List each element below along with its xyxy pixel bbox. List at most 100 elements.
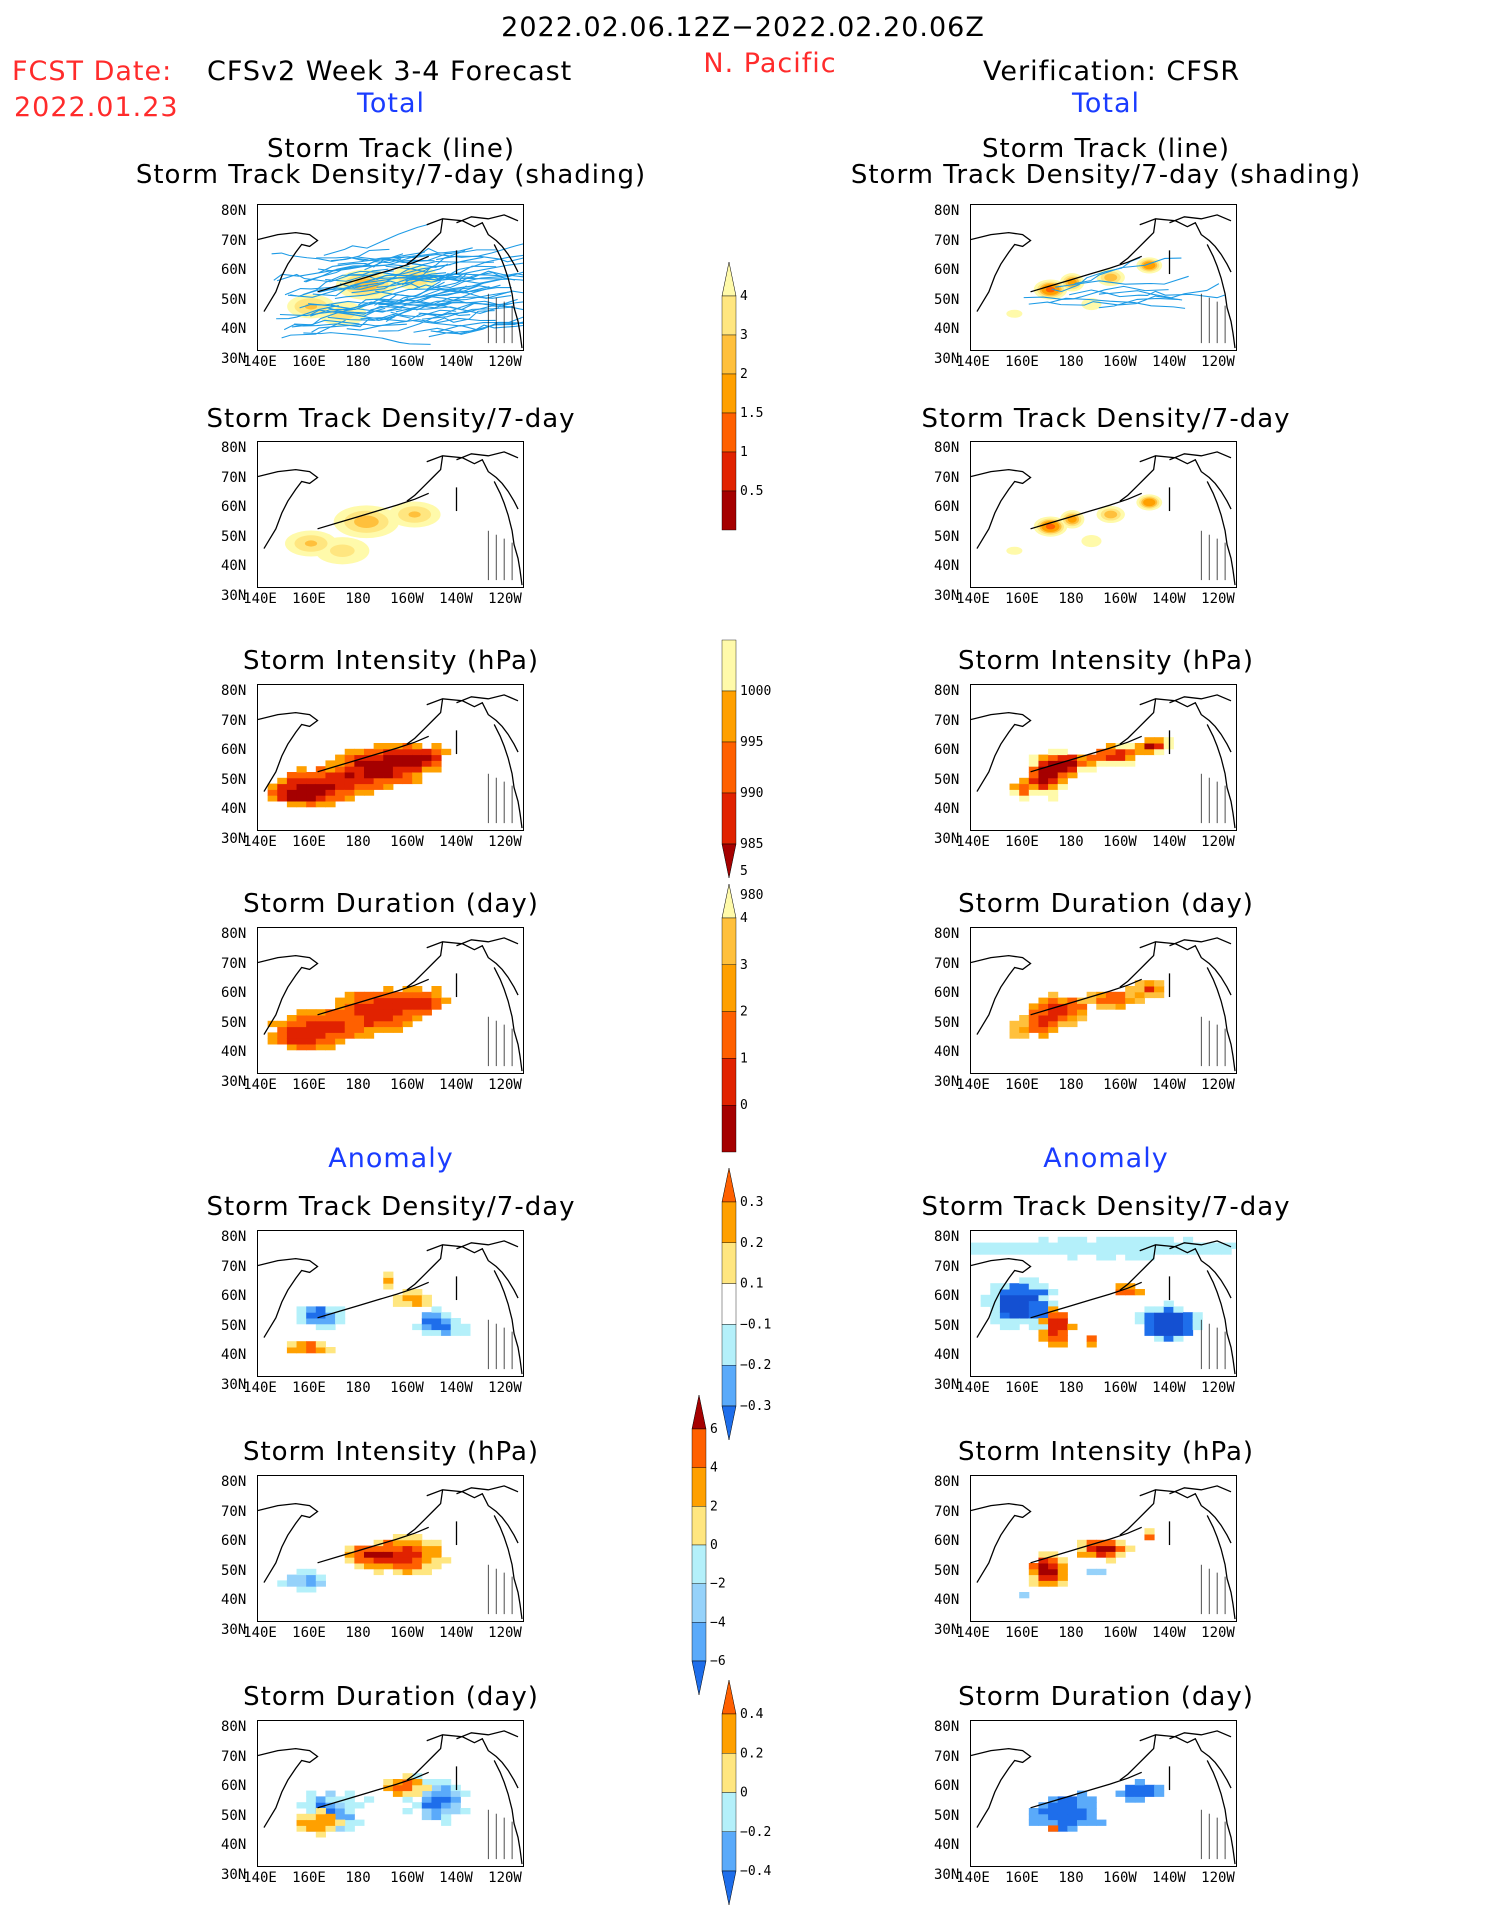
grid-cell [1019,1032,1030,1039]
grid-cell [1057,1802,1068,1809]
grid-cell [450,1802,461,1809]
left-section-anomaly: Anomaly [328,1143,454,1174]
grid-cell [1048,748,1059,756]
grid-cell [1125,760,1136,767]
grid-cell [431,1802,442,1809]
grid-cell [1115,1248,1126,1255]
grid-cell [1038,1574,1049,1581]
vf-anom-intensity-map [970,1475,1237,1622]
x-tick-label: 160W [1103,1870,1137,1886]
grid-cell [1048,1819,1059,1826]
colorbar-label: 1.5 [740,406,763,421]
grid-cell [1192,1323,1203,1331]
grid-cell [421,1790,432,1797]
grid-cell [431,1557,442,1564]
grid-cell [373,766,384,773]
grid-cell [1077,1009,1088,1016]
grid-cell [402,1020,413,1028]
grid-cell [277,1038,288,1045]
colorbar-segment [721,1283,737,1325]
grid-cell [999,1289,1011,1296]
grid-cell [1028,1289,1039,1296]
colorbar-arrow-bottom [721,843,737,879]
grid-cell [306,1044,317,1051]
grid-cell [1038,1557,1049,1564]
grid-cell [1183,1248,1194,1255]
grid-cell [277,1020,288,1028]
grid-cell [402,1784,413,1792]
grid-cell [990,1248,1001,1255]
grid-cell [1202,1242,1213,1249]
grid-cell [990,1283,1001,1290]
grid-cell [354,754,365,761]
grid-cell [1105,1248,1117,1255]
grid-cell [1192,1318,1203,1325]
grid-cell [1038,1283,1049,1290]
grid-cell [335,760,346,767]
grid-cell [354,1026,365,1033]
grid-cell [1028,1003,1039,1010]
grid-cell [999,1300,1011,1307]
grid-cell [1028,1300,1039,1307]
grid-cell [1028,1568,1039,1576]
grid-cell [335,783,346,790]
grid-cell [999,1306,1011,1313]
grid-cell [412,1545,423,1552]
grid-cell [1105,1236,1117,1244]
grid-cell [1048,1306,1059,1313]
grid-cell [1057,1318,1068,1325]
grid-cell [450,1329,461,1336]
y-tick-label: 40N [221,558,247,574]
grid-cell [1144,1323,1155,1331]
grid-cell [296,766,307,773]
grid-cell [1057,1236,1068,1244]
colorbar-label: 0 [710,1538,718,1553]
grid-cell [296,1580,307,1587]
grid-cell [1038,1551,1049,1558]
grid-cell [421,1779,432,1786]
y-tick-label: 80N [221,440,247,456]
grid-cell [1202,1248,1213,1255]
grid-cell [1057,1813,1068,1821]
grid-cell [354,777,365,785]
grid-cell [315,1015,326,1022]
grid-cell [402,1539,413,1547]
grid-cell [364,760,375,767]
grid-cell [431,1329,442,1336]
grid-cell [421,1009,432,1016]
grid-cell [1048,991,1059,999]
grid-cell [373,777,384,785]
map-canvas [258,694,523,829]
grid-cell [1096,1539,1107,1547]
grid-cell [296,1015,307,1022]
grid-cell [344,1026,355,1033]
coastline-path [1119,941,1157,988]
grid-cell [354,1551,365,1558]
grid-cell [373,772,384,779]
grid-cell [315,1825,326,1832]
grid-cell [335,1003,346,1010]
grid-cell [1019,1294,1030,1302]
coastline-path [456,1730,519,1740]
grid-cell [354,772,365,779]
storm-track-line [287,285,368,298]
y-tick-label: 30N [934,1621,960,1638]
grid-cell [402,991,413,999]
grid-cell [1038,1300,1049,1307]
grid-cell [306,1312,317,1319]
grid-cell [1077,1796,1088,1803]
grid-cell [335,1796,346,1803]
grid-cell [1154,1323,1165,1331]
colorbar-segment [721,1242,737,1284]
grid-cell [1057,760,1068,767]
grid-cell [306,1038,317,1045]
x-tick-label: 160E [292,834,326,850]
coastline-path [258,1257,319,1338]
y-tick-label: 40N [221,1044,247,1060]
y-tick-label: 40N [934,1592,960,1608]
grid-cell [1048,1289,1059,1296]
grid-cell [1163,737,1174,744]
grid-cell [412,1563,423,1570]
x-tick-label: 140W [1152,1625,1186,1641]
grid-cell [325,1802,336,1809]
